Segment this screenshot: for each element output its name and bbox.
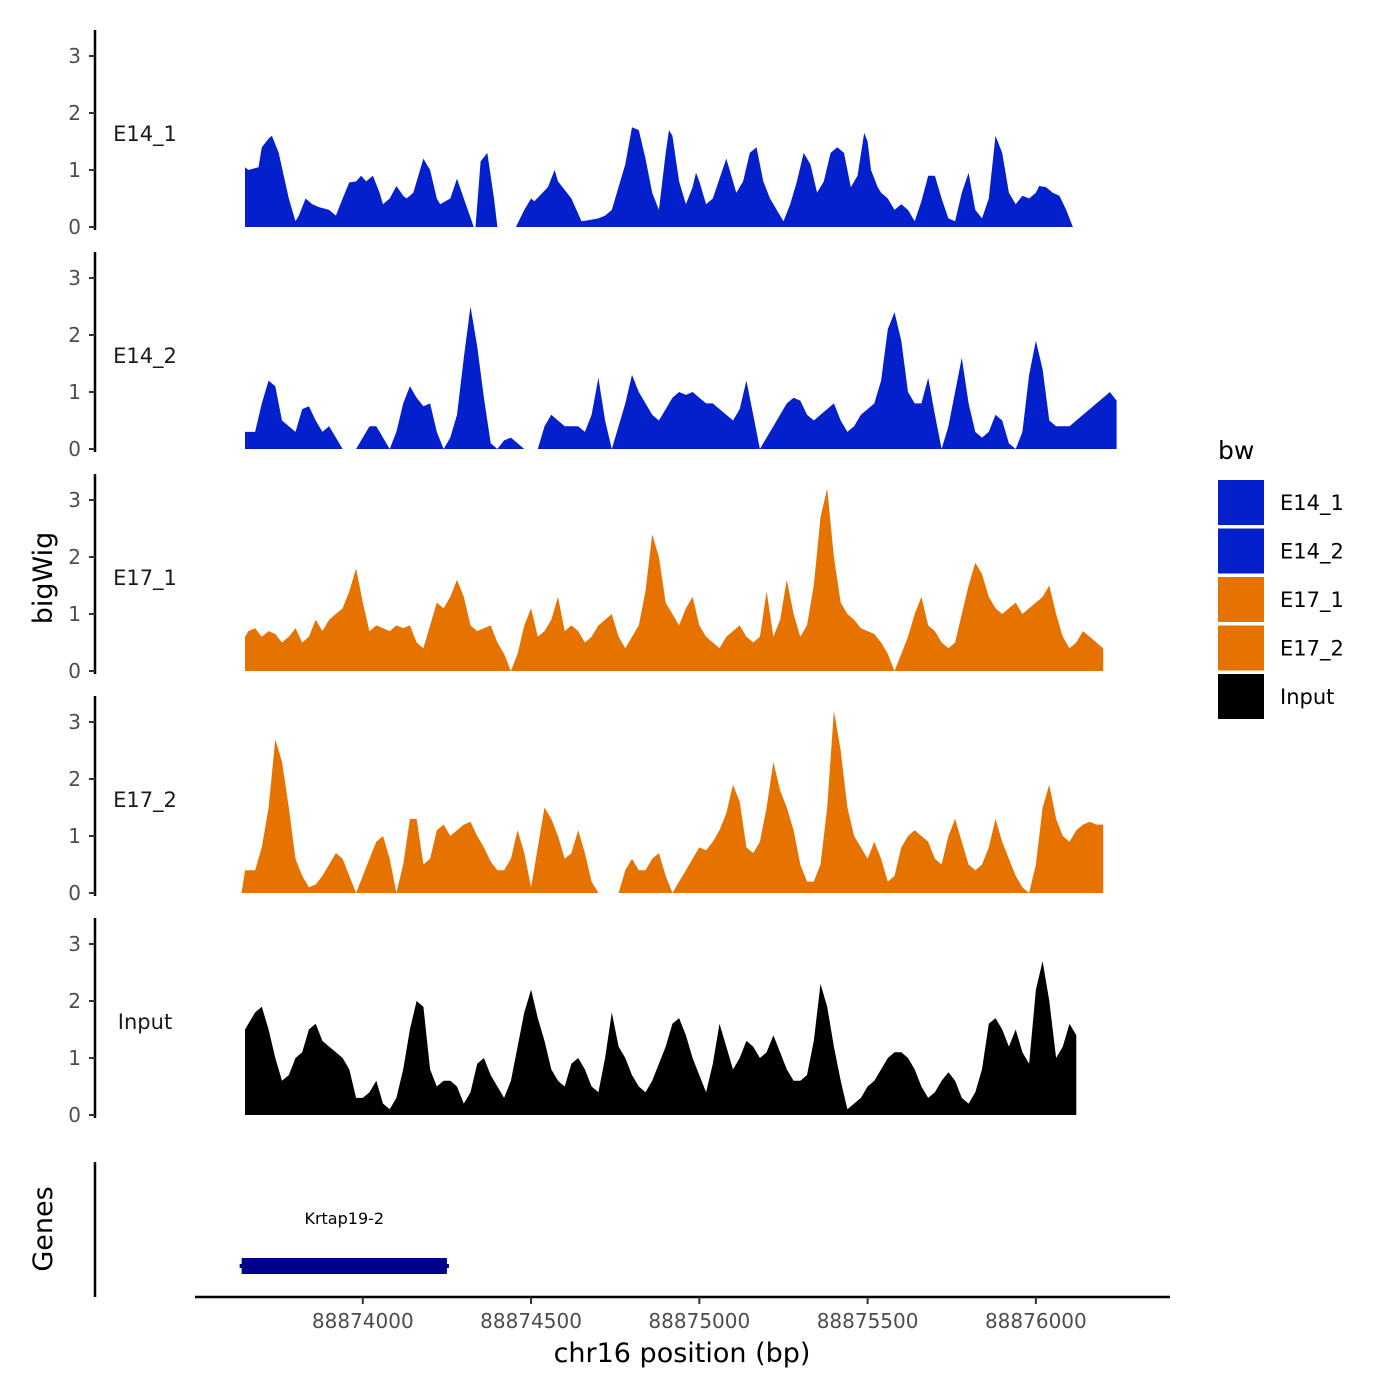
legend-swatch <box>1218 480 1264 525</box>
y-tick-label: 3 <box>68 44 81 68</box>
track-label: Input <box>118 1010 172 1034</box>
track-label: E17_2 <box>113 788 177 813</box>
x-axis: chr16 position (bp) 88874000 88874500 8887… <box>195 1295 1170 1369</box>
track-panel-E14_1: 0 1 2 3 E14_1 <box>68 30 1080 239</box>
x-tick-label: 88875500 <box>817 1309 919 1333</box>
track-label: E17_1 <box>113 566 177 591</box>
y-tick-label: 2 <box>68 767 81 791</box>
track-area-E17_1 <box>245 488 1104 671</box>
y-tick-label: 1 <box>68 1046 81 1070</box>
track-label: E14_1 <box>113 122 177 147</box>
track-panel-E17_1: 0 1 2 3 E17_1 <box>68 474 1104 683</box>
y-tick-label: 0 <box>68 881 81 905</box>
track-area-Input <box>245 961 1077 1115</box>
genes-panel: Genes Krtap19-2 <box>28 1162 449 1297</box>
y-tick-label: 1 <box>68 602 81 626</box>
y-tick-label: 0 <box>68 437 81 461</box>
x-tick-label: 88874000 <box>312 1309 414 1333</box>
legend-entry-E14_1: E14_1 <box>1218 480 1344 525</box>
legend-swatch <box>1218 577 1264 622</box>
y-tick-label: 2 <box>68 101 81 125</box>
track-panel-E17_2: 0 1 2 3 E17_2 <box>68 696 1104 905</box>
track-panel-E14_2: 0 1 2 3 E14_2 <box>68 252 1117 461</box>
legend-entry-Input: Input <box>1218 674 1334 719</box>
y-tick-label: 3 <box>68 932 81 956</box>
legend-label: E17_1 <box>1280 588 1344 613</box>
y-axis-title: bigWig <box>28 532 59 625</box>
track-label: E14_2 <box>113 344 177 369</box>
y-tick-label: 1 <box>68 824 81 848</box>
legend-label: E14_1 <box>1280 491 1344 516</box>
y-tick-label: 1 <box>68 380 81 404</box>
track-area-E14_1 <box>245 135 498 227</box>
tracks-layer: 0 1 2 3 E14_1 0 1 2 3 E14_2 0 1 2 3 E17_1 0 1 2 3 E17_2 0 1 2 3… <box>68 30 1117 1127</box>
legend-swatch <box>1218 625 1264 671</box>
y-tick-label: 3 <box>68 710 81 734</box>
y-tick-label: 0 <box>68 215 81 239</box>
track-panel-Input: 0 1 2 3 Input <box>68 918 1077 1127</box>
y-tick-label: 0 <box>68 1103 81 1127</box>
track-area-E14_2 <box>356 306 525 449</box>
legend-swatch <box>1218 674 1264 719</box>
track-area-E14_2 <box>245 380 343 449</box>
y-tick-label: 2 <box>68 323 81 347</box>
y-tick-label: 3 <box>68 488 81 512</box>
legend-label: Input <box>1280 685 1334 709</box>
legend: bw E14_1 E14_2 E17_1 E17_2 Input <box>1218 436 1344 719</box>
y-tick-label: 2 <box>68 545 81 569</box>
legend-label: E14_2 <box>1280 540 1344 565</box>
y-tick-label: 3 <box>68 266 81 290</box>
track-area-E17_2 <box>618 710 1104 893</box>
legend-entry-E14_2: E14_2 <box>1218 528 1344 574</box>
y-tick-label: 2 <box>68 989 81 1013</box>
track-area-E14_2 <box>537 312 1117 449</box>
x-tick-label: 88876000 <box>985 1309 1087 1333</box>
y-tick-label: 1 <box>68 158 81 182</box>
genes-axis-title: Genes <box>28 1186 59 1271</box>
gene-label: Krtap19-2 <box>304 1209 384 1228</box>
legend-title: bw <box>1218 436 1254 465</box>
track-area-E14_1 <box>515 127 1080 227</box>
y-tick-label: 0 <box>68 659 81 683</box>
legend-swatch <box>1218 528 1264 574</box>
x-axis-title: chr16 position (bp) <box>554 1338 811 1369</box>
legend-label: E17_2 <box>1280 637 1344 662</box>
legend-entry-E17_2: E17_2 <box>1218 625 1344 671</box>
x-tick-label: 88875000 <box>648 1309 750 1333</box>
track-area-E17_2 <box>241 739 599 893</box>
legend-entry-E17_1: E17_1 <box>1218 577 1344 622</box>
x-tick-label: 88874500 <box>480 1309 582 1333</box>
